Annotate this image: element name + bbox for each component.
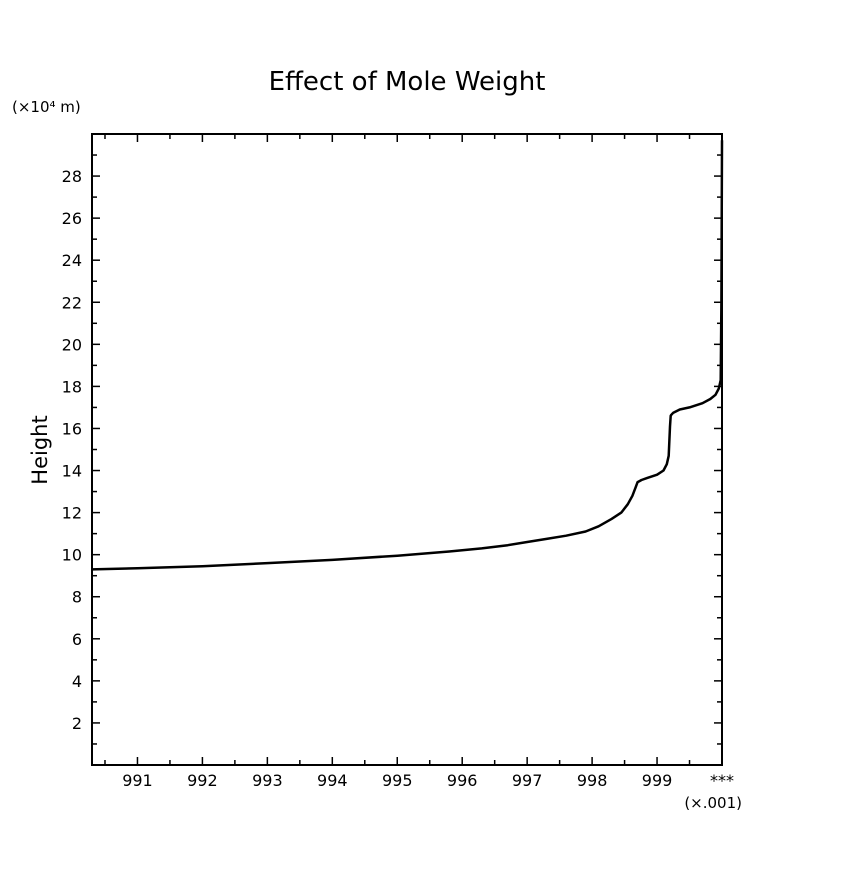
y-tick-label: 26 (62, 209, 82, 228)
y-tick-label: 22 (62, 293, 82, 312)
y-tick-label: 18 (62, 377, 82, 396)
y-tick-label: 20 (62, 335, 82, 354)
x-tick-label: 993 (252, 771, 283, 790)
series-group (91, 140, 724, 571)
y-tick-label: 10 (62, 546, 82, 565)
y-tick-label: 28 (62, 167, 82, 186)
x-tick-label: 996 (447, 771, 478, 790)
x-tick-label: 994 (317, 771, 348, 790)
y-tick-label: 4 (72, 672, 82, 691)
plot-frame (91, 133, 723, 766)
x-overflow-tick-label: *** (710, 771, 734, 790)
y-tick-label: 8 (72, 588, 82, 607)
y-unit-label: (×10⁴ m) (12, 98, 81, 116)
y-tick-label: 6 (72, 630, 82, 649)
x-tick-label: 998 (577, 771, 608, 790)
x-tick-label: 995 (382, 771, 413, 790)
y-tick-label: 2 (72, 714, 82, 733)
chart-title: Effect of Mole Weight (269, 67, 546, 97)
y-tick-label: 16 (62, 419, 82, 438)
y-axis-label: Height (28, 415, 52, 484)
x-tick-label: 997 (512, 771, 543, 790)
y-tick-label: 24 (62, 251, 82, 270)
x-tick-label: 991 (122, 771, 153, 790)
y-tick-label: 12 (62, 504, 82, 523)
series-line-0 (91, 140, 724, 571)
x-tick-label: 992 (187, 771, 218, 790)
y-tick-label: 14 (62, 462, 82, 481)
x-unit-label: (×.001) (684, 794, 742, 812)
x-tick-label: 999 (642, 771, 673, 790)
